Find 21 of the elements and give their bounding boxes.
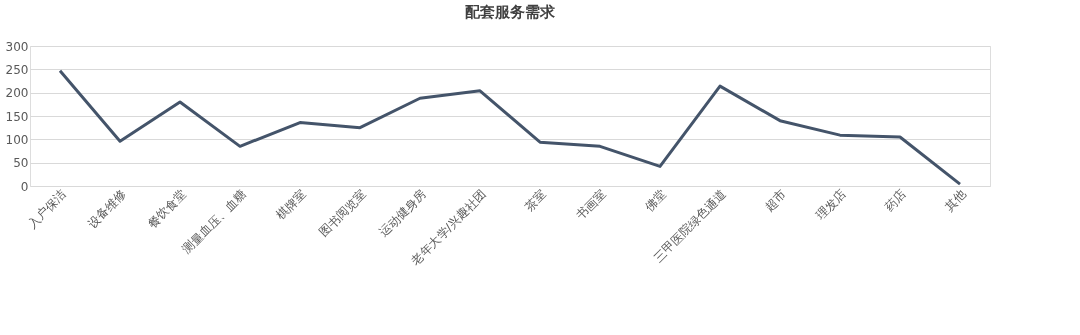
x-tick-label: 茶室 <box>522 187 549 214</box>
y-tick-label: 300 <box>5 39 29 54</box>
x-tick-label: 棋牌室 <box>273 187 309 223</box>
x-tick-label: 其他 <box>942 187 969 214</box>
x-tick-label: 佛堂 <box>642 187 669 214</box>
y-tick-label: 250 <box>5 62 29 77</box>
y-tick-label: 150 <box>5 109 29 124</box>
x-tick-label: 理发店 <box>813 187 849 223</box>
y-tick-label: 200 <box>5 86 29 101</box>
x-tick-label: 运动健身房 <box>376 187 429 240</box>
y-tick-label: 0 <box>20 179 29 194</box>
x-tick-label: 图书阅览室 <box>316 187 369 240</box>
y-tick-label: 100 <box>5 132 29 147</box>
x-tick-label: 药店 <box>882 187 909 214</box>
x-tick-label: 超市 <box>762 187 789 214</box>
line-series <box>58 69 962 186</box>
y-tick-label: 50 <box>13 156 29 171</box>
x-tick-label: 书画室 <box>573 187 609 223</box>
x-tick-label: 餐饮食堂 <box>145 187 189 231</box>
x-tick-label: 设备维修 <box>85 187 129 231</box>
chart-title: 配套服务需求 <box>465 3 556 21</box>
